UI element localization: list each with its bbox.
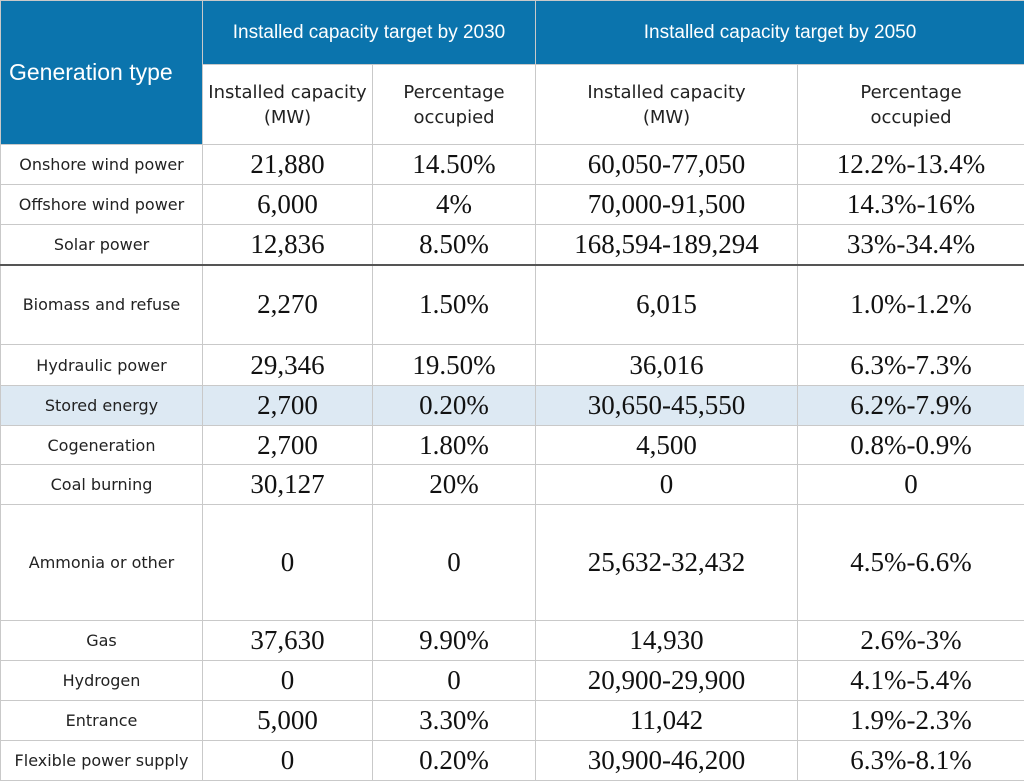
row-label: Coal burning: [1, 465, 203, 505]
capacity-2050-cell: 0: [536, 465, 798, 505]
percentage-2050-cell: 6.3%-7.3%: [798, 345, 1024, 386]
capacity-2050-cell: 70,000-91,500: [536, 185, 798, 225]
row-label: Solar power: [1, 225, 203, 265]
row-label: Onshore wind power: [1, 145, 203, 185]
percentage-2030-cell: 19.50%: [373, 345, 536, 386]
table-row: Gas 37,630 9.90% 14,930 2.6%-3%: [1, 621, 1024, 661]
target-2050-header: Installed capacity target by 2050: [536, 1, 1024, 65]
capacity-2050-subheader: Installed capacity (MW): [536, 65, 798, 145]
target-2030-header: Installed capacity target by 2030: [203, 1, 536, 65]
percentage-2050-cell: 12.2%-13.4%: [798, 145, 1024, 185]
percentage-2050-cell: 33%-34.4%: [798, 225, 1024, 265]
capacity-2050-cell: 4,500: [536, 426, 798, 465]
percentage-2050-cell: 6.2%-7.9%: [798, 386, 1024, 426]
percentage-2050-cell: 4.1%-5.4%: [798, 661, 1024, 701]
capacity-2030-cell: 2,700: [203, 426, 373, 465]
capacity-2030-subheader: Installed capacity (MW): [203, 65, 373, 145]
table-row: Biomass and refuse 2,270 1.50% 6,015 1.0…: [1, 265, 1024, 345]
table-row: Onshore wind power 21,880 14.50% 60,050-…: [1, 145, 1024, 185]
capacity-2030-cell: 0: [203, 661, 373, 701]
capacity-2030-cell: 21,880: [203, 145, 373, 185]
capacity-2050-cell: 168,594-189,294: [536, 225, 798, 265]
capacity-2030-cell: 0: [203, 741, 373, 781]
capacity-2030-cell: 12,836: [203, 225, 373, 265]
capacity-2050-cell: 11,042: [536, 701, 798, 741]
percentage-2030-cell: 9.90%: [373, 621, 536, 661]
percentage-2030-cell: 1.50%: [373, 265, 536, 345]
percentage-2030-cell: 0.20%: [373, 386, 536, 426]
table-row: Cogeneration 2,700 1.80% 4,500 0.8%-0.9%: [1, 426, 1024, 465]
percentage-2030-cell: 3.30%: [373, 701, 536, 741]
percentage-2050-cell: 0: [798, 465, 1024, 505]
table-row-highlighted: Stored energy 2,700 0.20% 30,650-45,550 …: [1, 386, 1024, 426]
table-row: Solar power 12,836 8.50% 168,594-189,294…: [1, 225, 1024, 265]
capacity-2030-cell: 0: [203, 505, 373, 621]
percentage-2030-cell: 20%: [373, 465, 536, 505]
capacity-2030-cell: 30,127: [203, 465, 373, 505]
percentage-2050-cell: 1.9%-2.3%: [798, 701, 1024, 741]
percentage-2030-cell: 0: [373, 505, 536, 621]
capacity-2030-cell: 29,346: [203, 345, 373, 386]
row-label: Stored energy: [1, 386, 203, 426]
generation-type-header: Generation type: [1, 1, 203, 145]
capacity-2050-cell: 20,900-29,900: [536, 661, 798, 701]
row-label: Hydraulic power: [1, 345, 203, 386]
percentage-2030-cell: 4%: [373, 185, 536, 225]
row-label: Biomass and refuse: [1, 265, 203, 345]
row-label: Ammonia or other: [1, 505, 203, 621]
percentage-2050-cell: 2.6%-3%: [798, 621, 1024, 661]
row-label: Hydrogen: [1, 661, 203, 701]
percentage-2050-cell: 0.8%-0.9%: [798, 426, 1024, 465]
capacity-2050-cell: 36,016: [536, 345, 798, 386]
table-row: Hydrogen 0 0 20,900-29,900 4.1%-5.4%: [1, 661, 1024, 701]
capacity-2030-cell: 6,000: [203, 185, 373, 225]
percentage-2030-cell: 8.50%: [373, 225, 536, 265]
percentage-2030-cell: 14.50%: [373, 145, 536, 185]
row-label: Cogeneration: [1, 426, 203, 465]
percentage-2050-subheader: Percentage occupied: [798, 65, 1024, 145]
percentage-2050-cell: 6.3%-8.1%: [798, 741, 1024, 781]
percentage-2030-cell: 0: [373, 661, 536, 701]
capacity-2030-cell: 37,630: [203, 621, 373, 661]
percentage-2050-cell: 4.5%-6.6%: [798, 505, 1024, 621]
row-label: Flexible power supply: [1, 741, 203, 781]
capacity-2030-cell: 2,700: [203, 386, 373, 426]
table-row: Hydraulic power 29,346 19.50% 36,016 6.3…: [1, 345, 1024, 386]
percentage-2030-cell: 1.80%: [373, 426, 536, 465]
capacity-2050-cell: 25,632-32,432: [536, 505, 798, 621]
capacity-2050-cell: 30,900-46,200: [536, 741, 798, 781]
percentage-2030-subheader: Percentage occupied: [373, 65, 536, 145]
table-row: Coal burning 30,127 20% 0 0: [1, 465, 1024, 505]
capacity-2030-cell: 5,000: [203, 701, 373, 741]
capacity-2050-cell: 6,015: [536, 265, 798, 345]
percentage-2030-cell: 0.20%: [373, 741, 536, 781]
row-label: Offshore wind power: [1, 185, 203, 225]
table-row: Flexible power supply 0 0.20% 30,900-46,…: [1, 741, 1024, 781]
capacity-2050-cell: 30,650-45,550: [536, 386, 798, 426]
capacity-2050-cell: 14,930: [536, 621, 798, 661]
capacity-2050-cell: 60,050-77,050: [536, 145, 798, 185]
table-row: Offshore wind power 6,000 4% 70,000-91,5…: [1, 185, 1024, 225]
table-row: Ammonia or other 0 0 25,632-32,432 4.5%-…: [1, 505, 1024, 621]
table-row: Entrance 5,000 3.30% 11,042 1.9%-2.3%: [1, 701, 1024, 741]
capacity-2030-cell: 2,270: [203, 265, 373, 345]
percentage-2050-cell: 14.3%-16%: [798, 185, 1024, 225]
row-label: Entrance: [1, 701, 203, 741]
percentage-2050-cell: 1.0%-1.2%: [798, 265, 1024, 345]
row-label: Gas: [1, 621, 203, 661]
